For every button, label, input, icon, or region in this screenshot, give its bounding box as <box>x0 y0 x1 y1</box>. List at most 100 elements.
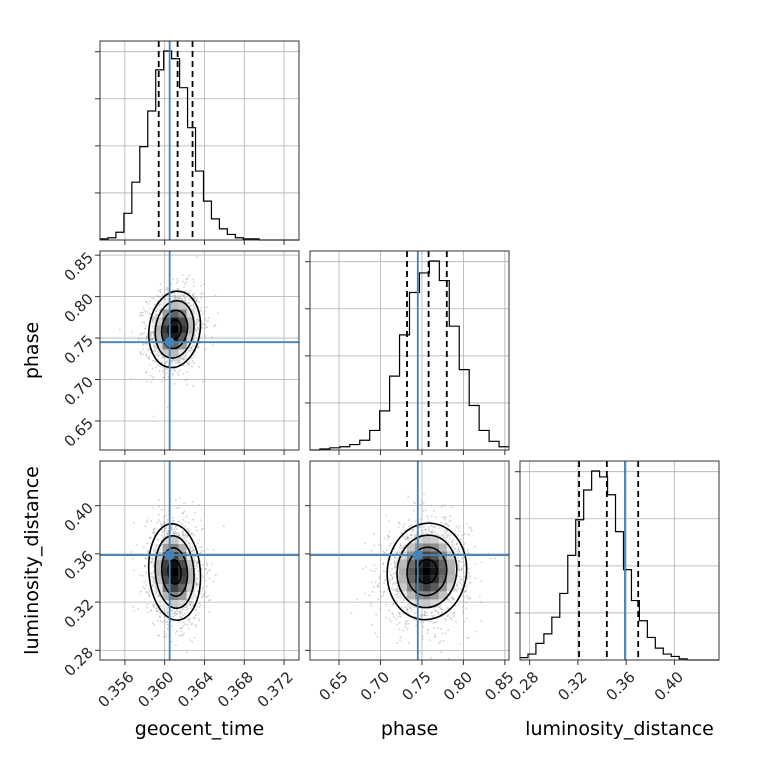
axes-frame <box>99 460 300 661</box>
sample-point <box>456 584 459 587</box>
sample-point <box>145 591 148 593</box>
sample-point <box>151 561 153 564</box>
sample-point <box>172 520 175 522</box>
sample-point <box>405 609 408 611</box>
sample-point <box>158 519 161 522</box>
sample-point <box>153 569 155 572</box>
sample-point <box>430 515 433 518</box>
sample-point <box>431 611 433 614</box>
sample-point <box>159 601 162 604</box>
sample-point <box>159 290 162 293</box>
sample-point <box>211 563 214 566</box>
sample-point <box>146 521 149 524</box>
sample-point <box>195 583 198 586</box>
sample-point <box>182 608 184 611</box>
sample-point <box>195 329 198 331</box>
sample-point <box>430 611 433 614</box>
density-block <box>186 317 195 326</box>
sample-point <box>191 641 194 643</box>
sample-point <box>157 595 159 597</box>
sample-point <box>461 534 463 536</box>
sample-point <box>143 546 145 549</box>
sample-point <box>178 534 180 537</box>
sample-point <box>467 533 470 536</box>
sample-point <box>188 618 191 621</box>
sample-point <box>187 530 190 533</box>
y-axis-label-luminosity_distance: luminosity_distance <box>21 466 43 655</box>
sample-point <box>148 595 150 598</box>
sample-point <box>396 589 398 592</box>
sample-point <box>177 611 180 614</box>
sample-point <box>196 562 199 564</box>
sample-point <box>380 545 382 547</box>
sample-point <box>166 613 169 616</box>
sample-point <box>437 627 439 629</box>
sample-point <box>425 611 428 614</box>
sample-point <box>195 585 198 587</box>
sample-point <box>206 572 208 575</box>
sample-point <box>141 311 144 314</box>
sample-point <box>444 518 447 521</box>
sample-point <box>208 578 211 580</box>
sample-point <box>144 310 147 312</box>
sample-point <box>154 350 157 352</box>
sample-point <box>199 552 201 555</box>
contour-line <box>396 534 458 609</box>
sample-point <box>385 514 387 517</box>
sample-point <box>427 517 429 520</box>
sample-point <box>188 350 191 352</box>
sample-point <box>393 581 396 584</box>
sample-point <box>432 526 435 528</box>
sample-point <box>396 551 398 554</box>
sample-point <box>389 574 392 576</box>
sample-point <box>166 533 168 536</box>
sample-point <box>158 351 160 354</box>
sample-point <box>461 568 463 570</box>
sample-point <box>437 527 440 529</box>
sample-point <box>396 559 399 562</box>
y-tick-label: 0.28 <box>61 644 97 680</box>
sample-point <box>424 612 426 615</box>
x-tick-label: 0.368 <box>214 668 257 711</box>
sample-point <box>145 558 148 560</box>
sample-point <box>457 587 460 590</box>
sample-point <box>390 620 393 623</box>
sample-point <box>155 314 157 317</box>
sample-point <box>138 312 141 314</box>
sample-point <box>410 533 413 536</box>
sample-point <box>444 632 447 635</box>
sample-point <box>430 531 432 534</box>
sample-point <box>170 524 173 527</box>
sample-point <box>176 608 179 611</box>
sample-point <box>202 586 205 589</box>
sample-point <box>177 534 180 537</box>
sample-point <box>142 353 145 355</box>
sample-point <box>182 624 184 627</box>
sample-point <box>205 306 208 309</box>
sample-point <box>206 326 209 329</box>
sample-point <box>422 502 425 504</box>
sample-point <box>164 636 167 638</box>
sample-point <box>194 296 197 299</box>
sample-point <box>193 281 196 284</box>
sample-point <box>430 524 432 527</box>
sample-point <box>384 579 386 582</box>
sample-point <box>163 376 166 379</box>
sample-point <box>152 529 155 532</box>
sample-point <box>443 530 446 532</box>
sample-point <box>399 543 402 546</box>
sample-point <box>454 532 457 535</box>
sample-point <box>149 536 152 539</box>
sample-point <box>165 527 168 529</box>
sample-point <box>174 369 176 372</box>
density-block <box>422 575 431 584</box>
sample-point <box>458 568 461 570</box>
density-block <box>430 583 439 592</box>
sample-point <box>459 643 462 646</box>
sample-point <box>376 635 379 638</box>
sample-point <box>399 547 401 549</box>
sample-point <box>152 583 154 586</box>
sample-point <box>406 609 409 612</box>
sample-point <box>452 613 454 615</box>
sample-point <box>191 622 193 624</box>
